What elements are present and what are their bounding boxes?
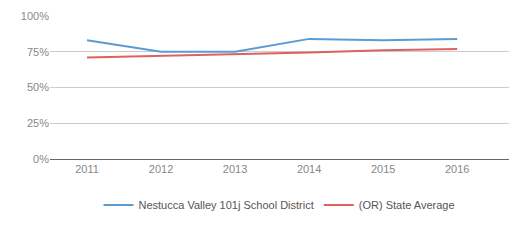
- svg-text:2014: 2014: [297, 163, 321, 175]
- svg-text:50%: 50%: [27, 81, 49, 93]
- svg-text:2015: 2015: [371, 163, 395, 175]
- svg-text:(OR) State Average: (OR) State Average: [359, 199, 455, 211]
- svg-text:0%: 0%: [33, 153, 49, 165]
- svg-text:2016: 2016: [445, 163, 469, 175]
- svg-text:75%: 75%: [27, 46, 49, 58]
- svg-text:2011: 2011: [75, 163, 99, 175]
- svg-text:2013: 2013: [223, 163, 247, 175]
- svg-text:2012: 2012: [149, 163, 173, 175]
- svg-text:100%: 100%: [21, 10, 49, 22]
- svg-text:Nestucca Valley 101j School Di: Nestucca Valley 101j School District: [139, 199, 314, 211]
- svg-text:25%: 25%: [27, 117, 49, 129]
